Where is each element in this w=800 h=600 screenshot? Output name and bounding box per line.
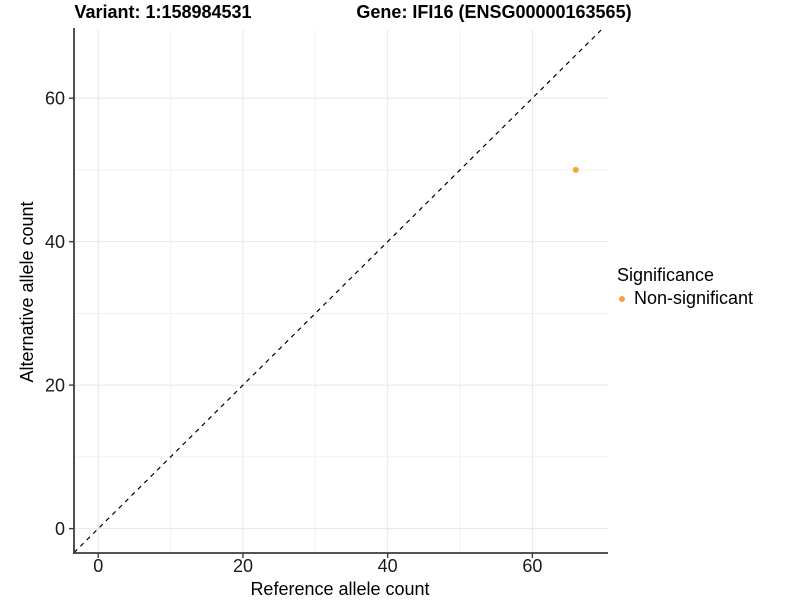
x-tick-label: 0 <box>93 556 103 576</box>
legend-entry-non-significant: Non-significant <box>617 288 753 309</box>
legend-point-icon <box>619 295 625 302</box>
x-tick-label: 40 <box>378 556 398 576</box>
x-tick-label: 60 <box>522 556 542 576</box>
legend-entry-label: Non-significant <box>634 288 754 308</box>
legend: Significance Non-significant <box>617 265 753 309</box>
y-tick-label: 0 <box>55 519 65 539</box>
y-axis-title: Alternative allele count <box>17 201 37 383</box>
x-axis-title: Reference allele count <box>250 579 430 599</box>
plot-title-gene: Gene: IFI16 (ENSG00000163565) <box>356 2 632 22</box>
plot-title-variant: Variant: 1:158984531 <box>74 2 252 22</box>
y-tick-label: 20 <box>45 376 65 396</box>
x-tick-label: 20 <box>233 556 253 576</box>
y-tick-label: 40 <box>45 232 65 252</box>
data-point <box>572 166 579 173</box>
legend-title: Significance <box>617 265 715 285</box>
y-tick-label: 60 <box>45 89 65 109</box>
identity-line <box>73 29 602 554</box>
